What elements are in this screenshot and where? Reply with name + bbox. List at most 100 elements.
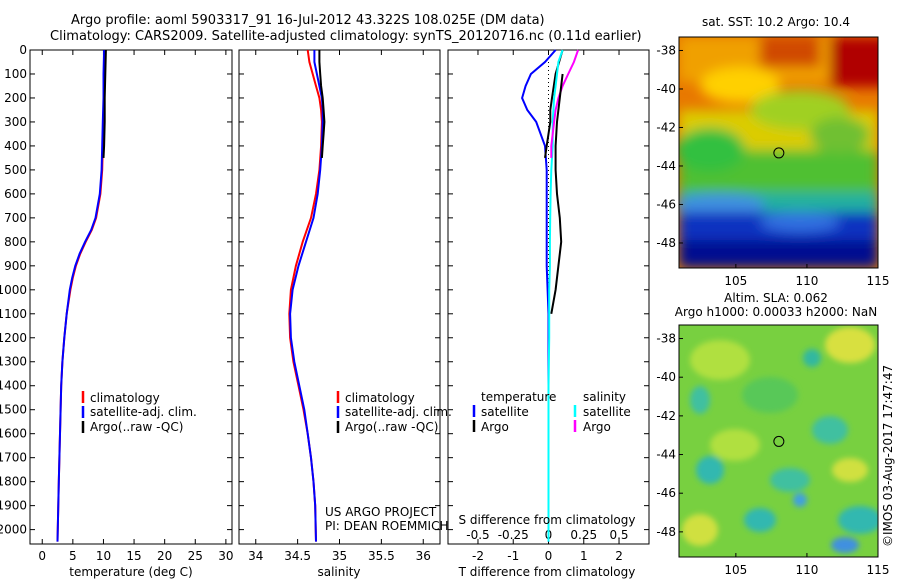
difference-series-line (550, 73, 564, 314)
depth-tick-label: 1800 (0, 475, 27, 489)
salinity-xlabel: salinity (317, 565, 360, 579)
salinity-xtick-label: 36 (416, 549, 431, 563)
sla-field (679, 325, 878, 557)
depth-tick-label: 1300 (0, 355, 27, 369)
sst_map-ytick-label: -42 (656, 120, 676, 134)
salinity-xtick-label: 34 (248, 549, 263, 563)
depth-tick-label: 1700 (0, 451, 27, 465)
diff-xlabel: T difference from climatology (458, 565, 636, 579)
sst_map-ytick-label: -48 (656, 236, 676, 250)
difference-xtick2-label: -0.25 (498, 528, 529, 542)
difference-xtick-label: -2 (472, 549, 484, 563)
salinity-xtick-label: 34.5 (284, 549, 311, 563)
sla_map-xtick-label: 105 (724, 563, 747, 577)
sla_map-ytick-label: -48 (656, 525, 676, 539)
sst_map-ytick-label: -38 (656, 43, 676, 57)
salinity-xtick-label: 35.5 (368, 549, 395, 563)
temperature-xlabel: temperature (deg C) (69, 565, 192, 579)
diff-legend-s-sat: satellite (583, 405, 631, 419)
difference-xtick-label: 1 (580, 549, 588, 563)
difference-xtick-label: -1 (507, 549, 519, 563)
temp-legend-sat: satellite-adj. clim. (90, 405, 197, 419)
temp-legend-clim: climatology (90, 391, 160, 405)
temperature-xtick-label: 0 (38, 549, 46, 563)
sst-argo-marker (773, 147, 785, 159)
depth-tick-label: 600 (4, 187, 27, 201)
sst_map-xtick-label: 115 (867, 274, 890, 288)
sla_map-ytick-label: -42 (656, 409, 676, 423)
diff-legend-t-title: temperature (481, 390, 556, 404)
depth-tick-label: 1600 (0, 427, 27, 441)
temperature-xtick-label: 25 (188, 549, 203, 563)
sal-annotation-1: US ARGO PROJECT (325, 505, 437, 519)
sst_map-ytick-label: -40 (656, 82, 676, 96)
sla-argo-marker (773, 435, 785, 447)
temperature-xtick-label: 15 (126, 549, 141, 563)
depth-tick-label: 1100 (0, 307, 27, 321)
diff-legend-t-argo: Argo (481, 420, 509, 434)
sla_map-ytick-label: -44 (656, 448, 676, 462)
sal-annotation-2: PI: DEAN ROEMMICH (325, 519, 448, 533)
temperature-series-line (56, 49, 106, 542)
depth-tick-label: 1400 (0, 379, 27, 393)
depth-tick-label: 1000 (0, 283, 27, 297)
sst-map-title: sat. SST: 10.2 Argo: 10.4 (702, 15, 850, 29)
temperature-xtick-label: 5 (69, 549, 77, 563)
sla_map-ytick-label: -40 (656, 370, 676, 384)
sst_map-ytick-label: -44 (656, 159, 676, 173)
header-line1: Argo profile: aoml 5903317_91 16-Jul-201… (71, 13, 545, 28)
difference-series-line (547, 49, 564, 542)
footer-credit: ©IMOS 03-Aug-2017 17:47:47 (881, 365, 895, 547)
diff-legend-t-sat: satellite (481, 405, 529, 419)
salinity-series-line (288, 49, 323, 542)
difference-xtick2-label: 0.5 (609, 528, 628, 542)
difference-xtick2-label: -0.5 (466, 528, 489, 542)
depth-tick-label: 700 (4, 211, 27, 225)
diff-xlabel2: S difference from climatology (459, 513, 636, 527)
depth-tick-label: 300 (4, 115, 27, 129)
depth-tick-label: 1900 (0, 499, 27, 513)
temperature-series-line (102, 49, 107, 158)
difference-xtick2-label: 0.25 (570, 528, 597, 542)
sla_map-xtick-label: 115 (867, 563, 890, 577)
depth-tick-label: 900 (4, 259, 27, 273)
salinity-series-line (318, 50, 326, 158)
depth-tick-label: 1500 (0, 403, 27, 417)
temp-legend-argo: Argo(..raw -QC) (90, 420, 183, 434)
depth-tick-label: 2000 (0, 523, 27, 537)
temperature-xtick-label: 10 (96, 549, 111, 563)
sla-map-subtitle: Argo h1000: 0.00033 h2000: NaN (675, 305, 877, 319)
temperature-series-line (56, 49, 107, 542)
sal-legend-argo: Argo(..raw -QC) (345, 420, 438, 434)
temperature-axes (29, 49, 233, 545)
diff-legend-s-argo: Argo (583, 420, 611, 434)
difference-series-line (550, 49, 580, 158)
header-line2: Climatology: CARS2009. Satellite-adjuste… (50, 29, 642, 44)
sla_map-ytick-label: -46 (656, 486, 676, 500)
diff-legend-s-title: salinity (583, 390, 626, 404)
depth-tick-label: 800 (4, 235, 27, 249)
sla_map-xtick-label: 110 (795, 563, 818, 577)
sst-field (679, 37, 878, 268)
salinity-axes (238, 49, 441, 545)
difference-xtick-label: 2 (615, 549, 623, 563)
salinity-xtick-label: 35 (332, 549, 347, 563)
salinity-series-line (289, 50, 324, 542)
sla-map-title: Altim. SLA: 0.062 (724, 291, 828, 305)
sst_map-xtick-label: 105 (724, 274, 747, 288)
sst_map-ytick-label: -46 (656, 197, 676, 211)
sla_map-ytick-label: -38 (656, 332, 676, 346)
sst_map-xtick-label: 110 (795, 274, 818, 288)
depth-tick-label: 1200 (0, 331, 27, 345)
temperature-xtick-label: 20 (157, 549, 172, 563)
sal-legend-clim: climatology (345, 391, 415, 405)
depth-tick-label: 0 (19, 43, 27, 57)
depth-tick-label: 500 (4, 163, 27, 177)
depth-tick-label: 100 (4, 67, 27, 81)
sal-legend-sat: satellite-adj. clim. (345, 405, 452, 419)
temperature-xtick-label: 30 (218, 549, 233, 563)
depth-tick-label: 400 (4, 139, 27, 153)
difference-xtick-label: 0 (545, 549, 553, 563)
depth-tick-label: 200 (4, 91, 27, 105)
